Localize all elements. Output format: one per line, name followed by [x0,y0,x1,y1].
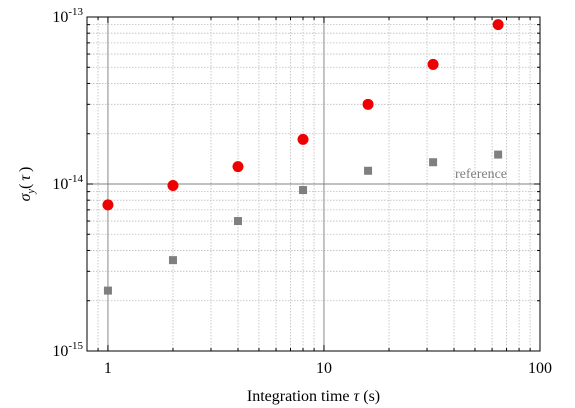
data-point-circle [297,133,309,145]
y-tick-label-exponent: -14 [68,173,83,185]
y-tick-label-base: 10 [52,176,68,193]
y-tick-label-exponent: -15 [68,340,83,352]
data-point-square [103,286,112,295]
data-points [102,19,504,295]
data-point-circle [492,19,504,31]
y-tick-label-base: 10 [52,343,68,360]
x-tick-label: 100 [528,360,552,377]
data-point-square [168,256,177,265]
x-axis-label-symbol: τ [354,388,361,405]
data-point-circle [102,199,114,211]
y-tick-label: 10-14 [52,173,83,193]
y-tick-label: 10-15 [52,340,83,360]
reference-label: reference [455,167,507,182]
data-point-square [429,158,438,167]
data-point-square [494,150,503,159]
y-axis-label-arg: τ [17,174,34,181]
y-axis-label-open: ( [17,184,34,189]
x-axis-label-suffix: (s) [359,388,380,405]
x-tick-label: 10 [316,360,332,377]
data-point-circle [167,179,179,191]
y-axis-label: σy( τ) [17,167,37,202]
y-tick-label-base: 10 [52,9,68,26]
data-point-circle [427,58,439,70]
grid [86,17,540,352]
data-point-circle [362,98,374,110]
y-axis-label-close: ) [17,167,34,172]
data-point-square [234,217,242,226]
y-tick-label: 10-13 [52,6,83,26]
data-point-square [364,166,373,175]
x-axis-label-prefix: Integration time [247,388,354,405]
data-point-square [299,186,308,195]
y-tick-label-exponent: -13 [68,6,83,18]
reference-layer: reference [87,167,540,185]
y-axis-label-symbol: σ [17,192,34,201]
x-axis-label: Integration time τ (s) [247,388,380,405]
data-point-circle [232,161,244,173]
y-axis-label-sub: y [26,188,37,194]
x-tick-label: 1 [104,360,112,377]
